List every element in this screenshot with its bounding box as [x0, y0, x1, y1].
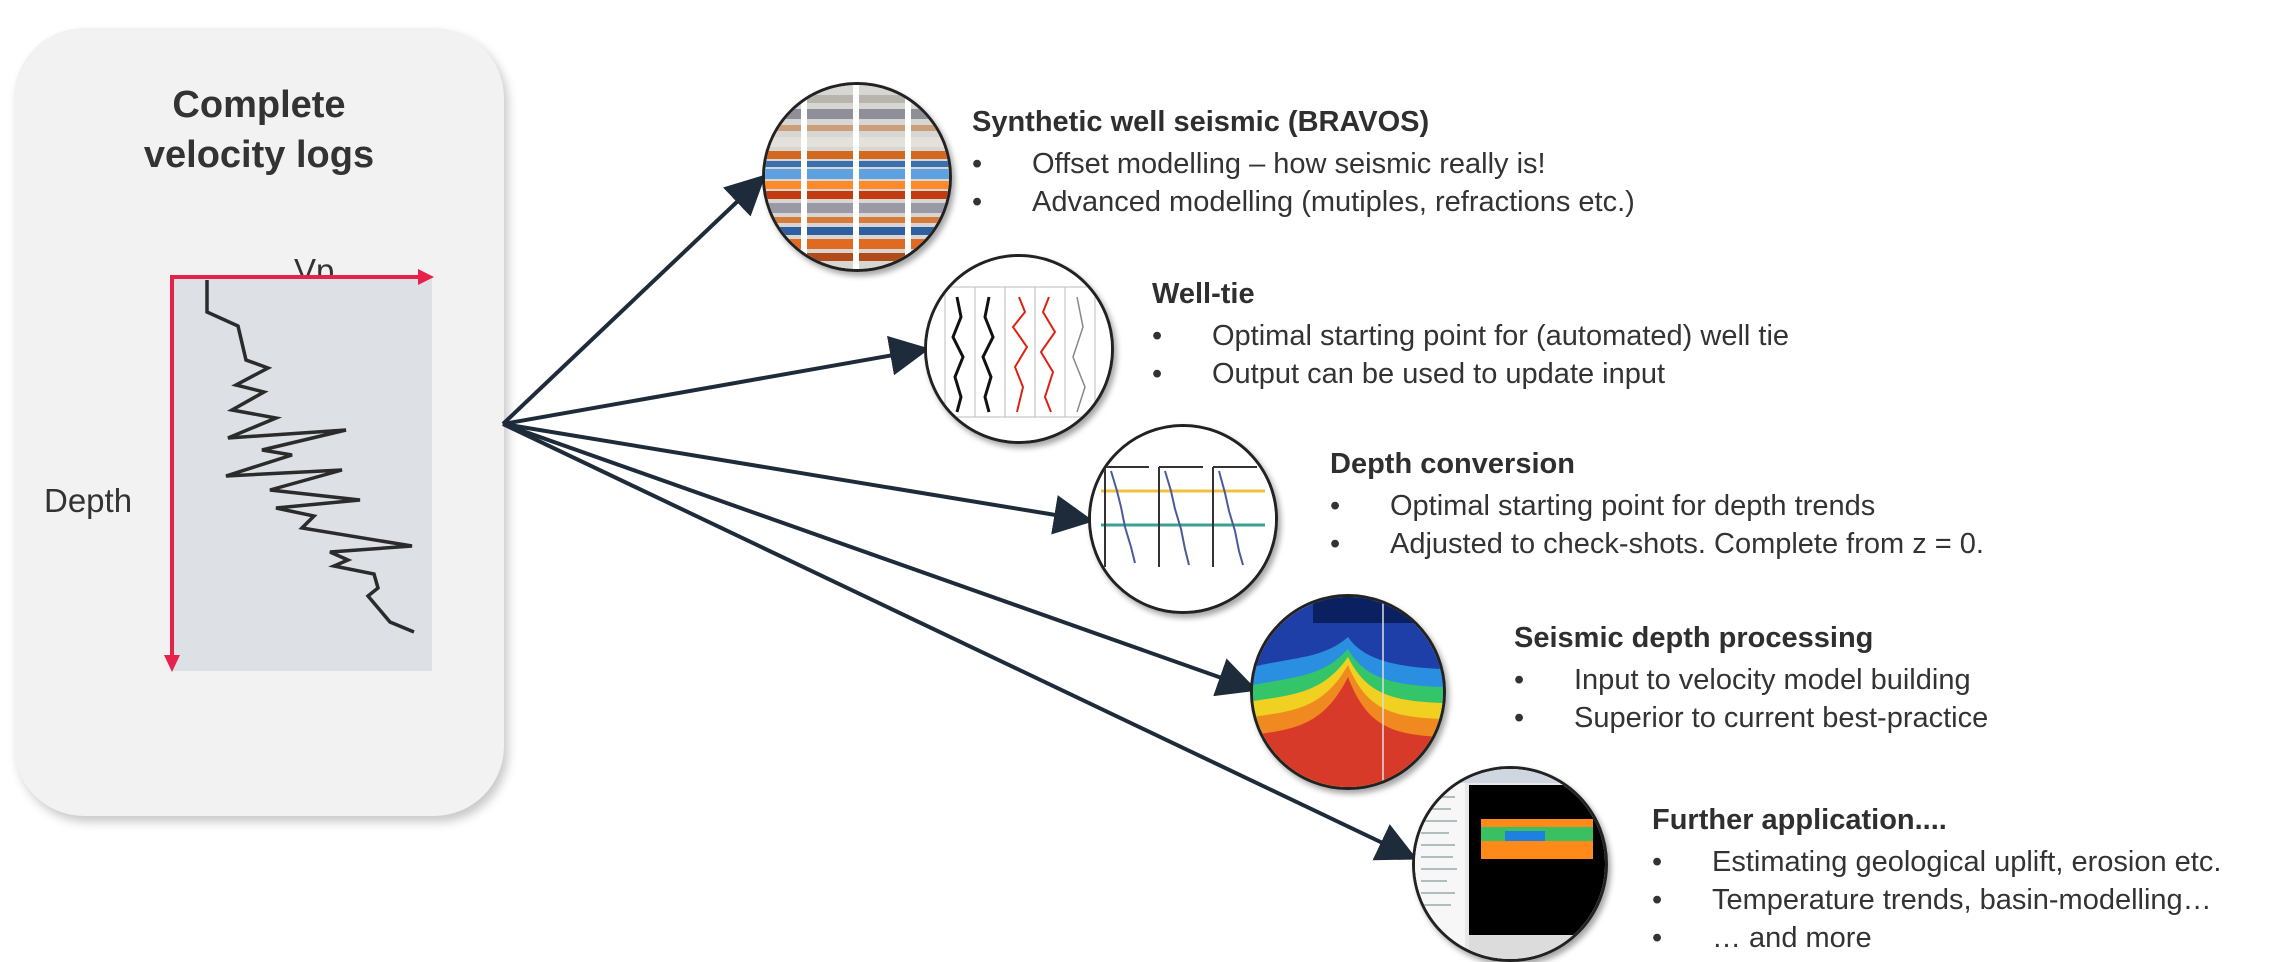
bullet-item: • Input to velocity model building: [1514, 661, 1988, 699]
arrow-to-well-tie: [502, 335, 930, 426]
bullet-item: • Advanced modelling (mutiples, refractio…: [972, 183, 1635, 221]
log-plot-background: [172, 277, 432, 671]
bullet-glyph: •: [1514, 664, 1525, 696]
application-synthetic-seismic: Synthetic well seismic (BRAVOS) • Offset …: [972, 106, 1635, 221]
arrow-to-further-application: [502, 422, 1418, 861]
seismic-depth-thumbnail: [1250, 594, 1446, 790]
bullet-item: • Adjusted to check-shots. Complete from …: [1330, 525, 1984, 563]
bullet-text: Superior to current best-practice: [1574, 702, 1989, 734]
application-title: Depth conversion: [1330, 448, 1575, 480]
depth-axis-arrow: [164, 275, 180, 672]
application-further: Further application.... • Estimating geol…: [1652, 804, 2221, 957]
depth-axis-label: Depth: [44, 482, 133, 519]
bullet-glyph: •: [1330, 528, 1341, 560]
bullet-glyph: •: [1652, 884, 1663, 916]
bullet-item: • Optimal starting point for depth trends: [1330, 487, 1984, 525]
application-title: Synthetic well seismic (BRAVOS): [972, 106, 1430, 138]
bullet-glyph: •: [1152, 320, 1163, 352]
software-screenshot-thumbnail: [1412, 766, 1608, 962]
bullet-item: • Superior to current best-practice: [1514, 699, 1988, 737]
bullet-item: • Output can be used to update input: [1152, 355, 1789, 393]
bullet-glyph: •: [1652, 922, 1663, 954]
bullet-glyph: •: [972, 186, 983, 218]
bullet-text: Adjusted to check-shots. Complete from z…: [1390, 528, 1984, 560]
bullet-text: Optimal starting point for depth trends: [1390, 490, 1876, 522]
arrow-to-depth-conversion: [502, 422, 1094, 535]
application-title: Well-tie: [1152, 278, 1255, 310]
bullet-item: • Optimal starting point for (automated) …: [1152, 317, 1789, 355]
card-title-line1: Complete: [172, 84, 346, 126]
arrow-to-synthetic: [501, 174, 766, 426]
bullet-glyph: •: [1652, 846, 1663, 878]
card-title: Complete velocity logs: [14, 80, 504, 180]
well-tie-thumbnail: [924, 254, 1114, 444]
bullet-text: Estimating geological uplift, erosion et…: [1712, 846, 2222, 878]
bullet-text: Temperature trends, basin-modelling…: [1712, 884, 2212, 916]
bullet-item: • Offset modelling – how seismic really i…: [972, 145, 1635, 183]
bullet-item: • Temperature trends, basin-modelling…: [1652, 881, 2221, 919]
card-title-line2: velocity logs: [143, 134, 375, 176]
bullet-glyph: •: [1514, 702, 1525, 734]
velocity-log-curve: [205, 280, 415, 634]
bullet-text: … and more: [1712, 922, 1872, 954]
application-well-tie: Well-tie • Optimal starting point for (au…: [1152, 278, 1789, 393]
bullet-text: Offset modelling – how seismic really is…: [1032, 148, 1546, 180]
synthetic-seismic-thumbnail: [762, 82, 952, 272]
vp-axis-arrow: [170, 269, 434, 285]
bullet-text: Output can be used to update input: [1212, 358, 1666, 390]
bullet-glyph: •: [1152, 358, 1163, 390]
depth-conversion-thumbnail: [1088, 424, 1278, 614]
bullet-glyph: •: [1330, 490, 1341, 522]
application-seismic-depth: Seismic depth processing • Input to veloc…: [1514, 622, 1988, 737]
bullet-item: • … and more: [1652, 919, 2221, 957]
application-title: Seismic depth processing: [1514, 622, 1874, 654]
application-depth-conversion: Depth conversion • Optimal starting point…: [1330, 448, 1984, 563]
bullet-text: Advanced modelling (mutiples, refraction…: [1032, 186, 1635, 218]
bullet-text: Input to velocity model building: [1574, 664, 1971, 696]
arrow-to-seismic-depth: [502, 422, 1258, 697]
bullet-glyph: •: [972, 148, 983, 180]
application-title: Further application....: [1652, 804, 1947, 836]
bullet-text: Optimal starting point for (automated) w…: [1212, 320, 1790, 352]
bullet-item: • Estimating geological uplift, erosion e…: [1652, 843, 2221, 881]
